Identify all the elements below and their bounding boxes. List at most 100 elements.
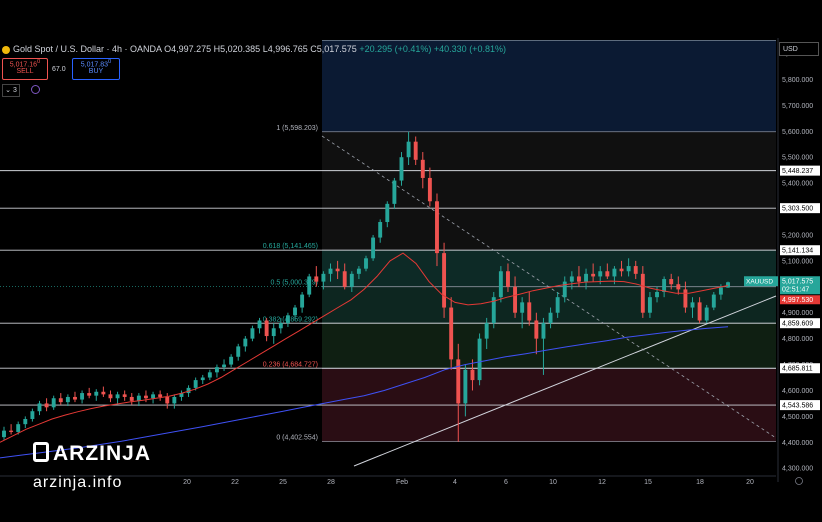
buy-label: BUY [88, 68, 104, 76]
buy-price: 5,017.83 [80, 61, 108, 69]
ema-line [0, 252, 729, 443]
candle-body [378, 222, 383, 238]
candle-body [584, 273, 588, 282]
y-tick-label: 5,200.000 [782, 232, 813, 239]
candle-body [165, 396, 170, 404]
fib-zone-0 [322, 131, 776, 251]
candle-body [655, 291, 659, 298]
y-tick-label: 5,100.000 [782, 258, 813, 265]
fib-zone-3 [322, 323, 776, 369]
x-tick-label: 20 [183, 479, 191, 486]
x-tick-label: 12 [598, 479, 606, 486]
candle-body [278, 323, 283, 329]
candle-body [115, 394, 120, 399]
candle-body [427, 177, 432, 202]
candle-body [44, 403, 49, 408]
ohlc-open: O4,997.275 [164, 44, 212, 54]
level-tag-label: 5,448.237 [782, 168, 813, 175]
level-tag [780, 400, 820, 411]
candle-body [463, 369, 468, 404]
candle-body [683, 289, 688, 308]
candle-body [108, 394, 113, 399]
brand-name: ARZINJA [53, 442, 152, 465]
level-tag-label: 5,303.500 [782, 206, 813, 213]
candle-body [364, 258, 368, 269]
price-tag [780, 276, 820, 295]
candle-body [562, 281, 567, 298]
brand-logo: ARZINJA [33, 442, 151, 466]
spread-value: 67.0 [52, 66, 66, 73]
x-tick-label: 10 [549, 479, 557, 486]
sell-button[interactable]: 5,017.160 SELL [2, 58, 48, 80]
fib-label-0.618: 0.618 (5,141.465) [263, 243, 318, 250]
candle-body [207, 372, 212, 378]
candle-body [647, 297, 652, 313]
settings-icon[interactable] [31, 85, 40, 94]
ema-tag-value: 4,997.530 [782, 297, 813, 304]
candle-body [87, 393, 92, 396]
candle-body [676, 284, 681, 290]
candle-body [413, 141, 418, 160]
candle-body [179, 393, 184, 397]
candle-body [51, 398, 56, 408]
level-tag [780, 165, 820, 176]
candle-body [449, 307, 454, 360]
price-tag-timer: 02:51:47 [782, 287, 809, 294]
x-tick-label: 20 [746, 479, 754, 486]
candle-body [548, 312, 553, 324]
candle-body [172, 396, 177, 404]
candle-body [534, 320, 539, 339]
candle-body [80, 393, 85, 400]
y-tick-label: 5,600.000 [782, 129, 813, 136]
y-tick-label: 5,500.000 [782, 155, 813, 162]
candle-body [442, 253, 447, 308]
candle-body [23, 418, 28, 425]
candle-body [250, 328, 255, 339]
candle-body [690, 302, 695, 308]
candle-body [328, 268, 333, 274]
candle-body [506, 271, 510, 287]
candle-body [186, 387, 191, 394]
currency-selector[interactable]: USD [779, 42, 819, 56]
candle-body [626, 266, 631, 272]
price-change-alt: +40.330 (+0.81%) [433, 44, 506, 54]
candle-body [335, 268, 340, 272]
candle-body [356, 268, 361, 274]
x-tick-label: 15 [644, 479, 652, 486]
ascending-trendline [353, 295, 777, 467]
y-tick-label: 5,800.000 [782, 77, 813, 84]
y-tick-label: 4,500.000 [782, 414, 813, 421]
candle-body [16, 424, 21, 432]
ema-tag [780, 295, 820, 305]
indicator-toggle[interactable]: ⌄ 3 [2, 84, 20, 97]
candle-body [58, 398, 63, 403]
candle-body [718, 287, 723, 295]
sell-price-sup: 0 [37, 59, 41, 65]
candle-body [541, 323, 546, 339]
candle-body [399, 157, 404, 181]
x-tick-label: 18 [696, 479, 704, 486]
x-tick-label: 28 [327, 479, 335, 486]
candle-body [65, 396, 70, 403]
candle-body [456, 359, 461, 404]
candle-body [640, 273, 645, 313]
ohlc-high: H5,020.385 [213, 44, 261, 54]
candle-body [342, 271, 347, 287]
indicator-count: 3 [12, 87, 17, 94]
ohlc-close: C5,017.575 [310, 44, 357, 54]
level-tag [780, 203, 820, 214]
fib-label-0.382: 0.382 (4,859.292) [263, 316, 318, 323]
buy-button[interactable]: 5,017.830 BUY [72, 58, 120, 80]
symbol-title[interactable]: Gold Spot / U.S. Dollar · 4h · OANDA [13, 44, 162, 54]
time-settings-icon[interactable] [795, 477, 803, 485]
candle-body [236, 346, 241, 357]
symbol-tag [744, 276, 778, 287]
candle-body [711, 294, 716, 308]
price-change: +20.295 (+0.41%) [359, 44, 432, 54]
candle-body [669, 279, 674, 285]
x-tick-label: Feb [396, 479, 408, 486]
candle-body [591, 273, 596, 277]
candle-body [243, 338, 248, 347]
candle-body [569, 276, 574, 282]
